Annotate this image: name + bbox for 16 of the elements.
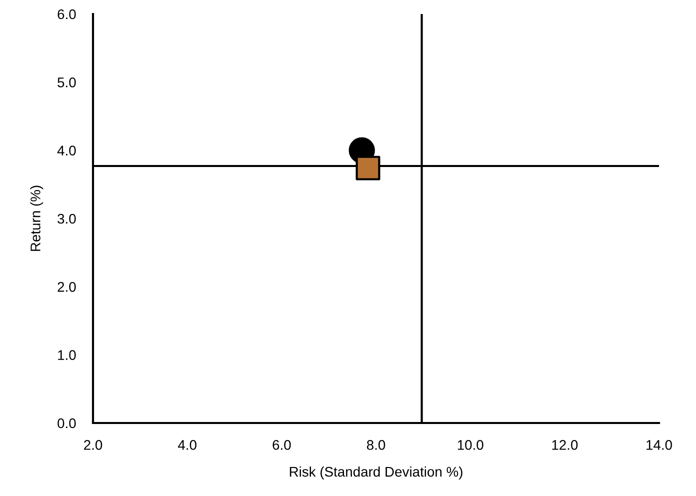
y-tick-label: 5.0	[58, 78, 76, 88]
y-tick-label: 1.0	[58, 350, 76, 360]
x-tick-label: 10.0	[458, 440, 484, 450]
x-tick-label: 14.0	[646, 440, 672, 450]
y-tick-label: 2.0	[58, 282, 76, 292]
y-tick-label: 3.0	[58, 214, 76, 224]
x-tick-label: 6.0	[272, 440, 291, 450]
x-tick-label: 12.0	[552, 440, 578, 450]
y-tick-label: 4.0	[57, 146, 76, 156]
x-tick-label: 2.0	[84, 440, 102, 450]
y-tick-label: 6.0	[58, 9, 76, 20]
x-tick-label: 4.0	[178, 440, 196, 450]
y-axis-title: Return (%)	[30, 186, 44, 251]
y-tick-label: 0.0	[58, 418, 76, 428]
x-tick-label: 8.0	[366, 440, 386, 450]
x-axis-title: Risk (Standard Deviation %)	[290, 466, 462, 480]
